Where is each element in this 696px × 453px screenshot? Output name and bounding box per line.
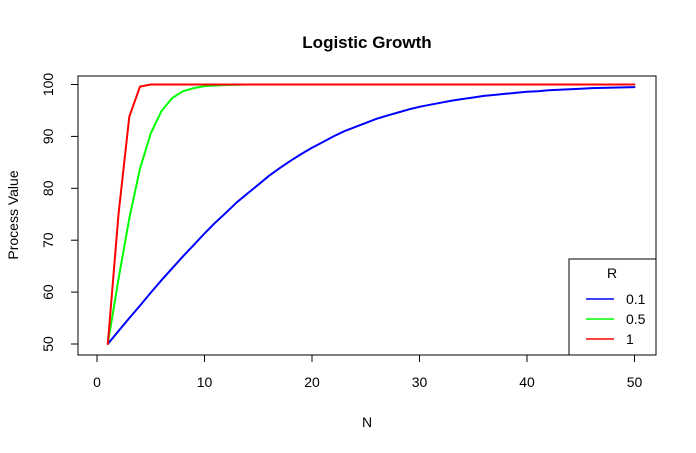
legend-label: 0.1 [626, 291, 646, 307]
y-tick-label: 60 [40, 284, 56, 300]
x-axis: 0 10 20 30 40 50 [93, 354, 643, 390]
x-tick-label: 30 [412, 374, 428, 390]
x-tick-label: 10 [197, 374, 213, 390]
y-tick-label: 50 [40, 336, 56, 352]
legend-box [568, 258, 657, 356]
series-line-1 [106, 83, 636, 345]
series-line-0.1 [106, 86, 636, 345]
y-tick-label: 90 [40, 128, 56, 144]
x-tick-label: 40 [519, 374, 535, 390]
y-tick-label: 70 [40, 232, 56, 248]
x-axis-label: N [362, 414, 372, 430]
y-axis-label: Process Value [5, 170, 21, 259]
x-tick-label: 20 [304, 374, 320, 390]
y-tick-label: 100 [40, 73, 56, 97]
x-tick-label: 50 [627, 374, 643, 390]
legend-label: 0.5 [626, 311, 646, 327]
legend-title: R [607, 265, 617, 281]
series-lines [106, 83, 636, 345]
legend-label: 1 [626, 331, 634, 347]
y-tick-label: 80 [40, 180, 56, 196]
legend: R 0.1 0.5 1 [568, 258, 657, 356]
x-tick-label: 0 [93, 374, 101, 390]
chart-title: Logistic Growth [302, 33, 431, 52]
y-axis: 50 60 70 80 90 100 [40, 73, 79, 352]
